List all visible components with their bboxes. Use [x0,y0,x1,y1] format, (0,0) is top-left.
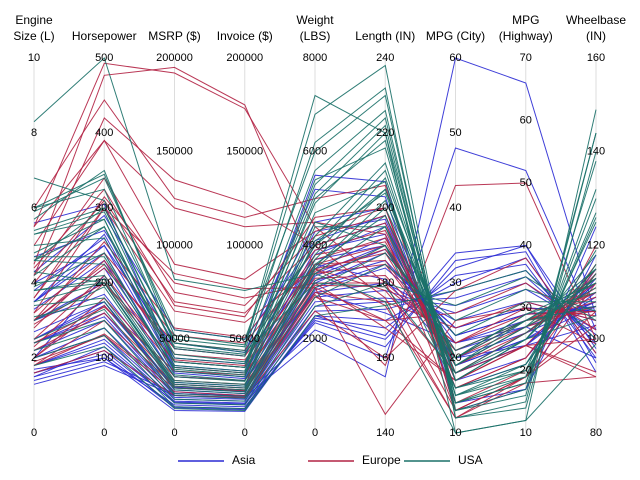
tick-label-hp-300: 300 [95,202,113,214]
axis-title-mpg_hwy-0: MPG [512,13,539,27]
series-line-usa-28 [33,269,597,412]
tick-label-length-180: 180 [376,277,394,289]
series-line-usa-20 [33,181,597,397]
tick-label-msrp-0: 0 [171,427,177,439]
axis-title-length-1: Length (IN) [355,29,415,43]
series-line-usa-1 [33,252,596,402]
tick-label-mpg_city-30: 30 [449,277,461,289]
series-line-usa-10 [33,87,597,419]
tick-label-engine-0: 0 [31,427,37,439]
series-line-europe-11 [33,139,597,404]
tick-label-invoice-100000: 100000 [226,239,263,251]
tick-label-mpg_city-20: 20 [449,352,461,364]
axis-title-invoice-1: Invoice ($) [217,29,273,43]
series-line-usa-24 [33,192,597,382]
axis-title-mpg_city-1: MPG (City) [426,29,485,43]
tick-label-length-140: 140 [376,427,394,439]
tick-label-wheelbase-80: 80 [590,427,602,439]
series-line-usa-19 [33,221,597,389]
series-line-usa-0 [33,263,597,406]
series-line-europe-18 [33,257,597,398]
series-line-usa-16 [33,276,597,410]
tick-label-mpg_city-40: 40 [449,202,461,214]
series-line-usa-25 [33,226,597,389]
tick-label-wheelbase-160: 160 [587,52,605,64]
tick-label-mpg_city-60: 60 [449,52,461,64]
tick-label-mpg_hwy-50: 50 [520,177,532,189]
series-line-usa-13 [33,64,597,419]
tick-label-msrp-100000: 100000 [156,239,193,251]
legend-label-usa: USA [458,453,483,467]
tick-label-engine-8: 8 [31,127,37,139]
legend: Asia Europe USA [178,453,483,467]
series-line-asia-23 [33,263,597,411]
tick-label-length-160: 160 [376,352,394,364]
series-line-europe-20 [33,284,597,385]
tick-label-wheelbase-120: 120 [587,239,605,251]
axis-title-msrp-1: MSRP ($) [148,29,200,43]
axis-title-engine-1: Size (L) [13,29,54,43]
series-line-usa-15 [33,147,597,397]
tick-label-msrp-50000: 50000 [159,333,190,345]
axis-title-engine-0: Engine [15,13,53,27]
tick-label-engine-6: 6 [31,202,37,214]
tick-label-invoice-200000: 200000 [226,52,263,64]
series-line-usa-3 [33,207,597,395]
tick-label-hp-500: 500 [95,52,113,64]
series-line-usa-26 [33,94,597,412]
axis-title-wheelbase-0: Wheelbase [566,13,626,27]
legend-label-europe: Europe [362,453,401,467]
series-line-usa-17 [33,244,597,399]
tick-label-weight-8000: 8000 [303,52,327,64]
tick-label-engine-4: 4 [31,277,37,289]
tick-label-msrp-150000: 150000 [156,146,193,158]
tick-label-hp-100: 100 [95,352,113,364]
tick-label-length-240: 240 [376,52,394,64]
tick-label-wheelbase-100: 100 [587,333,605,345]
tick-label-mpg_hwy-30: 30 [520,302,532,314]
tick-label-mpg_hwy-70: 70 [520,52,532,64]
series-line-asia-0 [33,244,597,408]
axis-title-wheelbase-1: (IN) [586,29,606,43]
series-line-usa-21 [33,117,597,404]
tick-label-invoice-50000: 50000 [229,333,260,345]
tick-label-hp-400: 400 [95,127,113,139]
tick-label-mpg_hwy-10: 10 [520,427,532,439]
tick-label-mpg_hwy-60: 60 [520,114,532,126]
series-lines-layer [33,57,597,434]
tick-label-weight-2000: 2000 [303,333,327,345]
tick-label-engine-2: 2 [31,352,37,364]
tick-label-length-200: 200 [376,202,394,214]
series-line-usa-22 [33,199,597,393]
series-line-asia-18 [33,282,597,402]
series-line-europe-24 [33,182,597,392]
series-line-usa-29 [33,132,597,397]
series-line-europe-0 [33,291,597,391]
tick-label-mpg_hwy-20: 20 [520,364,532,376]
tick-label-hp-200: 200 [95,277,113,289]
series-line-usa-27 [33,188,597,382]
tick-label-weight-6000: 6000 [303,146,327,158]
axis-title-weight-0: Weight [296,13,334,27]
tick-label-weight-4000: 4000 [303,239,327,251]
legend-label-asia: Asia [232,453,256,467]
tick-label-mpg_city-50: 50 [449,127,461,139]
tick-label-invoice-150000: 150000 [226,146,263,158]
tick-label-hp-0: 0 [101,427,107,439]
tick-label-weight-0: 0 [312,427,318,439]
tick-label-msrp-200000: 200000 [156,52,193,64]
tick-label-length-220: 220 [376,127,394,139]
tick-label-mpg_city-10: 10 [449,427,461,439]
axis-title-weight-1: (LBS) [300,29,331,43]
series-usa [33,57,597,434]
tick-label-wheelbase-140: 140 [587,146,605,158]
axis-title-hp-1: Horsepower [72,29,137,43]
axis-title-mpg_hwy-1: (Highway) [499,29,553,43]
tick-label-invoice-0: 0 [242,427,248,439]
tick-label-mpg_hwy-40: 40 [520,239,532,251]
tick-label-engine-10: 10 [28,52,40,64]
